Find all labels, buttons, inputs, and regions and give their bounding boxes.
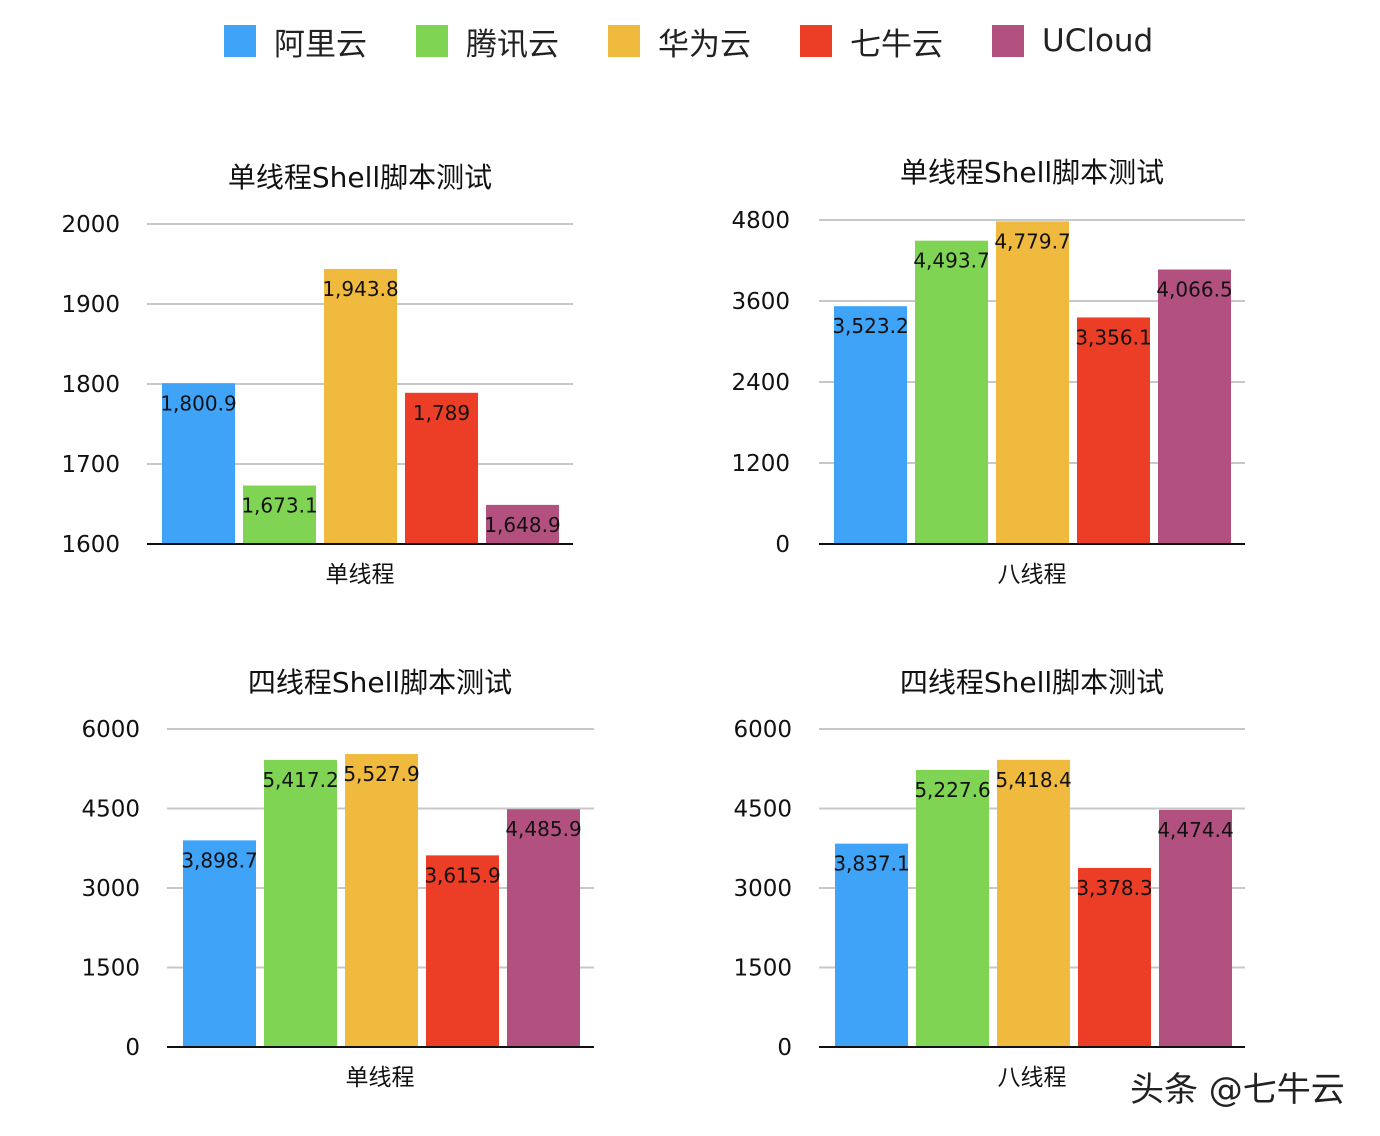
chart-3-data-label-1: 3,898.7 [181, 848, 257, 872]
legend-item-ucloud: UCloud [992, 18, 1153, 64]
chart-4-data-label-4: 3,378.3 [1076, 876, 1152, 900]
chart-2-ytick-0: 0 [775, 532, 790, 558]
chart-1-ytick-1700: 1700 [61, 452, 120, 478]
chart-2-xlabel: 八线程 [998, 562, 1067, 588]
legend-label-huawei: 华为云 [658, 26, 751, 63]
legend-item-tencent: 腾讯云 [416, 18, 559, 64]
legend-swatch-huawei [608, 25, 640, 57]
chart-1-bar-3 [324, 268, 397, 544]
chart-4-title: 四线程Shell脚本测试 [900, 666, 1164, 699]
chart-3-bar-5 [507, 809, 580, 1047]
chart-3-data-label-4: 3,615.9 [424, 863, 500, 887]
chart-1-xlabel: 单线程 [326, 562, 395, 588]
chart-1-data-label-5: 1,648.9 [484, 513, 560, 537]
chart-1-data-label-2: 1,673.1 [241, 494, 317, 518]
chart-3-ytick-1500: 1500 [81, 956, 140, 982]
chart-2-bar-5 [1158, 269, 1231, 544]
chart-4-ytick-4500: 4500 [733, 797, 792, 823]
chart-1-data-label-4: 1,789 [413, 401, 470, 425]
chart-3-ytick-3000: 3000 [81, 876, 140, 902]
legend-swatch-aliyun [224, 25, 256, 57]
chart-3-ytick-0: 0 [125, 1035, 140, 1061]
chart-4-bar-3 [997, 759, 1070, 1047]
chart-4-data-label-1: 3,837.1 [833, 852, 909, 876]
chart-3-ytick-4500: 4500 [81, 797, 140, 823]
chart-2-bar-4 [1077, 317, 1150, 544]
chart-1-bar-5 [486, 504, 559, 544]
chart-3-xlabel: 单线程 [346, 1065, 415, 1091]
chart-2-data-label-2: 4,493.7 [913, 249, 989, 273]
chart-4-data-label-3: 5,418.4 [995, 768, 1071, 792]
legend-label-aliyun: 阿里云 [274, 26, 367, 63]
chart-1-ytick-1900: 1900 [61, 292, 120, 318]
chart-4-ytick-6000: 6000 [733, 717, 792, 743]
chart-1-ytick-1800: 1800 [61, 372, 120, 398]
chart-4-ytick-3000: 3000 [733, 876, 792, 902]
chart-legend: 阿里云 腾讯云 华为云 七牛云 UCloud [0, 18, 1380, 64]
chart-2-data-label-3: 4,779.7 [994, 229, 1070, 253]
chart-4-data-label-5: 4,474.4 [1157, 818, 1233, 842]
chart-1-bar-2 [243, 485, 316, 544]
legend-item-huawei: 华为云 [608, 18, 751, 64]
chart-3-data-label-2: 5,417.2 [262, 768, 338, 792]
chart-4-bar-4 [1078, 867, 1151, 1047]
chart-4-ytick-0: 0 [777, 1035, 792, 1061]
chart-1-ytick-1600: 1600 [61, 532, 120, 558]
chart-4-ytick-1500: 1500 [733, 956, 792, 982]
chart-2-data-label-5: 4,066.5 [1156, 278, 1232, 302]
chart-2-data-label-1: 3,523.2 [832, 314, 908, 338]
chart-2-title: 单线程Shell脚本测试 [900, 156, 1164, 189]
chart-1-data-label-1: 1,800.9 [160, 391, 236, 415]
chart-4-xlabel: 八线程 [998, 1065, 1067, 1091]
chart-1-bar-4 [405, 392, 478, 544]
chart-3-data-label-3: 5,527.9 [343, 762, 419, 786]
chart-3-ytick-6000: 6000 [81, 717, 140, 743]
legend-swatch-ucloud [992, 25, 1024, 57]
legend-label-qiniu: 七牛云 [850, 26, 943, 63]
legend-swatch-tencent [416, 25, 448, 57]
legend-item-aliyun: 阿里云 [224, 18, 367, 64]
chart-1-ytick-2000: 2000 [61, 212, 120, 238]
chart-3-bar-2 [264, 759, 337, 1047]
chart-2-ytick-3600: 3600 [731, 289, 790, 315]
legend-label-ucloud: UCloud [1042, 23, 1154, 59]
chart-2-ytick-4800: 4800 [731, 208, 790, 234]
chart-2-data-label-4: 3,356.1 [1075, 325, 1151, 349]
chart-4-bar-5 [1159, 809, 1232, 1047]
chart-3-bar-4 [426, 855, 499, 1047]
watermark: 头条 @七牛云 [1130, 1070, 1345, 1110]
chart-4-data-label-2: 5,227.6 [914, 778, 990, 802]
chart-3-data-label-5: 4,485.9 [505, 817, 581, 841]
chart-2-bar-2 [915, 240, 988, 545]
chart-4-bar-2 [916, 769, 989, 1047]
chart-1-bar-1 [162, 383, 235, 544]
legend-label-tencent: 腾讯云 [466, 26, 559, 63]
chart-3-bar-1 [183, 840, 256, 1047]
chart-2-bar-3 [996, 221, 1069, 545]
chart-3-bar-3 [345, 754, 418, 1047]
chart-1-title: 单线程Shell脚本测试 [228, 161, 492, 194]
chart-2-ytick-1200: 1200 [731, 451, 790, 477]
legend-swatch-qiniu [800, 25, 832, 57]
legend-item-qiniu: 七牛云 [800, 18, 943, 64]
chart-3-title: 四线程Shell脚本测试 [248, 666, 512, 699]
chart-2-ytick-2400: 2400 [731, 370, 790, 396]
chart-1-data-label-3: 1,943.8 [322, 277, 398, 301]
chart-2-bar-1 [834, 306, 907, 544]
chart-4-bar-1 [835, 843, 908, 1047]
